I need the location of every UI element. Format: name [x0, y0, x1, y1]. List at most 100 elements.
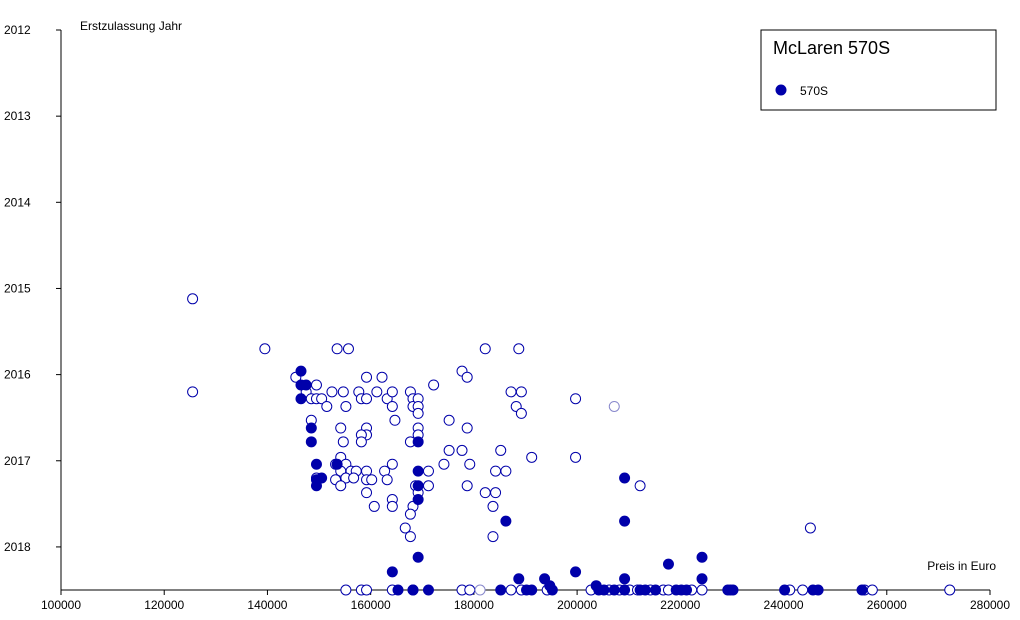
y-tick-label: 2013 — [4, 109, 31, 123]
legend-title: McLaren 570S — [773, 38, 890, 58]
legend-box — [760, 29, 997, 111]
data-point-open — [422, 480, 434, 492]
chart-ticks: 100000 120000 140000 160000 180000 200000 2200… — [4, 23, 1010, 612]
data-point-open — [361, 584, 373, 596]
data-point-filled — [619, 472, 631, 484]
y-tick-label: 2015 — [4, 281, 31, 295]
y-axis-title: Erstzulassung Jahr — [80, 19, 182, 33]
data-point-open — [464, 458, 476, 470]
data-point-open — [513, 343, 525, 355]
x-tick-label: 140000 — [247, 598, 287, 612]
data-point-filled — [650, 584, 662, 596]
data-point-open — [321, 400, 333, 412]
data-point-open — [337, 436, 349, 448]
y-tick-label: 2014 — [4, 195, 31, 209]
data-point-open — [340, 400, 352, 412]
data-point-open — [526, 451, 538, 463]
data-point-open — [443, 414, 455, 426]
y-tick-label: 2018 — [4, 540, 31, 554]
data-point-open — [505, 584, 517, 596]
data-point-open — [479, 487, 491, 499]
data-point-filled — [300, 379, 312, 391]
data-point-filled — [570, 566, 582, 578]
chart-points — [187, 293, 956, 596]
data-point-open — [366, 474, 378, 486]
data-point-open — [570, 393, 582, 405]
data-point-open — [371, 386, 383, 398]
data-point-open — [804, 522, 816, 534]
data-point-filled — [386, 566, 398, 578]
data-point-filled — [412, 494, 424, 506]
data-point-filled — [662, 558, 674, 570]
data-point-open — [399, 522, 411, 534]
data-point-faded — [474, 584, 486, 596]
x-tick-label: 240000 — [764, 598, 804, 612]
data-point-filled — [727, 584, 739, 596]
data-point-open — [389, 414, 401, 426]
data-point-open — [461, 371, 473, 383]
data-point-open — [361, 393, 373, 405]
data-point-open — [490, 465, 502, 477]
x-tick-label: 260000 — [867, 598, 907, 612]
data-point-open — [337, 386, 349, 398]
legend: McLaren 570S 570S — [760, 29, 997, 111]
data-point-open — [355, 436, 367, 448]
data-point-open — [944, 584, 956, 596]
data-point-open — [443, 444, 455, 456]
x-axis-title: Preis in Euro — [927, 559, 996, 573]
data-point-filled — [526, 584, 538, 596]
data-point-filled — [295, 365, 307, 377]
data-point-open — [187, 386, 199, 398]
data-point-open — [386, 458, 398, 470]
data-point-filled — [696, 573, 708, 585]
data-point-open — [487, 531, 499, 543]
x-tick-label: 100000 — [41, 598, 81, 612]
data-point-open — [461, 480, 473, 492]
data-point-open — [335, 480, 347, 492]
data-point-open — [361, 371, 373, 383]
data-point-open — [487, 500, 499, 512]
data-point-open — [386, 500, 398, 512]
data-point-open — [381, 474, 393, 486]
data-point-filled — [779, 584, 791, 596]
data-point-open — [422, 465, 434, 477]
data-point-open — [386, 386, 398, 398]
data-point-open — [404, 508, 416, 520]
data-point-filled — [392, 584, 404, 596]
data-point-filled — [412, 480, 424, 492]
data-point-filled — [412, 465, 424, 477]
data-point-open — [316, 393, 328, 405]
x-tick-label: 220000 — [660, 598, 700, 612]
data-point-filled — [495, 584, 507, 596]
data-point-open — [259, 343, 271, 355]
data-point-open — [456, 444, 468, 456]
data-point-filled — [305, 436, 317, 448]
data-point-open — [376, 371, 388, 383]
data-point-open — [500, 465, 512, 477]
data-point-faded — [608, 400, 620, 412]
x-tick-label: 280000 — [970, 598, 1010, 612]
data-point-filled — [500, 515, 512, 527]
data-point-filled — [412, 551, 424, 563]
data-point-filled — [681, 584, 693, 596]
data-point-filled — [310, 458, 322, 470]
x-tick-label: 200000 — [557, 598, 597, 612]
y-tick-label: 2016 — [4, 368, 31, 382]
data-point-filled — [696, 551, 708, 563]
y-tick-label: 2017 — [4, 454, 31, 468]
data-point-open — [634, 480, 646, 492]
data-point-open — [438, 458, 450, 470]
legend-marker — [775, 84, 787, 96]
data-point-open — [342, 343, 354, 355]
data-point-open — [797, 584, 809, 596]
data-point-open — [479, 343, 491, 355]
data-point-open — [348, 472, 360, 484]
legend-entry-label: 570S — [800, 84, 828, 98]
data-point-open — [386, 400, 398, 412]
data-point-filled — [513, 573, 525, 585]
data-point-open — [696, 584, 708, 596]
data-point-open — [570, 451, 582, 463]
data-point-open — [368, 500, 380, 512]
data-point-filled — [331, 458, 343, 470]
